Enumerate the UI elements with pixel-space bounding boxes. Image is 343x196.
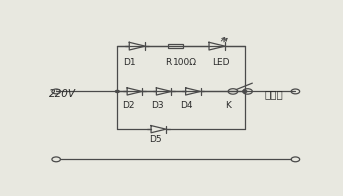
Text: D2: D2 <box>122 101 134 110</box>
Text: D3: D3 <box>151 101 164 110</box>
Text: D1: D1 <box>123 58 135 67</box>
Text: LED: LED <box>212 58 230 67</box>
Circle shape <box>243 90 247 93</box>
Text: K: K <box>225 101 230 110</box>
Text: 电烙铁: 电烙铁 <box>265 89 284 100</box>
Text: 100Ω: 100Ω <box>173 58 197 67</box>
Text: R: R <box>165 58 171 67</box>
Text: D4: D4 <box>180 101 193 110</box>
Bar <box>168 44 184 48</box>
Text: D5: D5 <box>150 135 162 144</box>
Circle shape <box>116 90 119 93</box>
Text: 220V: 220V <box>49 89 76 100</box>
